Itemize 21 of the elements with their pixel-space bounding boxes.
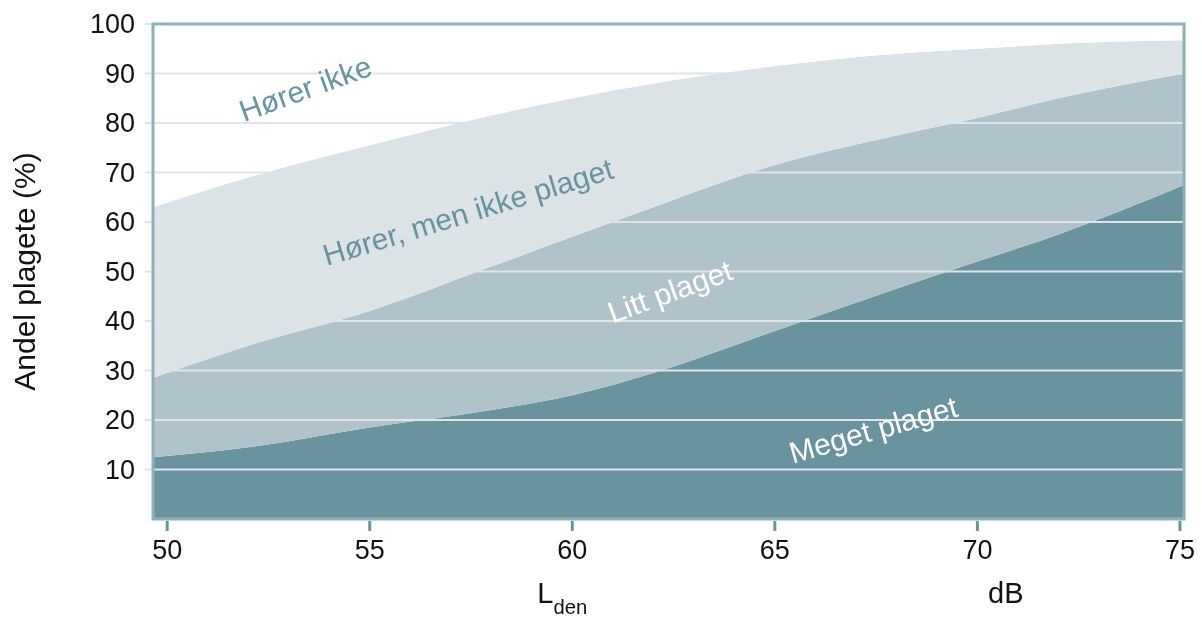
y-tick-label: 60 [104,207,135,238]
x-tick-label: 65 [759,535,790,565]
y-tick-label: 10 [104,454,135,485]
y-tick-label: 40 [104,306,135,337]
series-label: Meget plaget [785,389,962,470]
x-tick-label: 70 [962,535,993,565]
x-tick-label: 60 [557,535,588,565]
series-label: Hører ikke [234,49,377,128]
x-tick-label: 55 [354,535,385,565]
x-tick-label: 50 [152,535,183,565]
y-tick-label: 30 [104,355,135,386]
y-tick-label: 90 [104,58,135,89]
y-axis-title: Andel plagete (%) [8,152,41,391]
y-tick-label: 80 [104,108,135,139]
x-tick-label: 75 [1164,535,1195,565]
y-tick-label: 50 [104,256,135,287]
y-tick-label: 70 [104,157,135,188]
y-tick-label: 20 [104,405,135,436]
text: dB [988,577,1024,609]
x-axis-title: L$_{den}$ [537,577,588,618]
y-tick-label: 100 [89,9,135,40]
